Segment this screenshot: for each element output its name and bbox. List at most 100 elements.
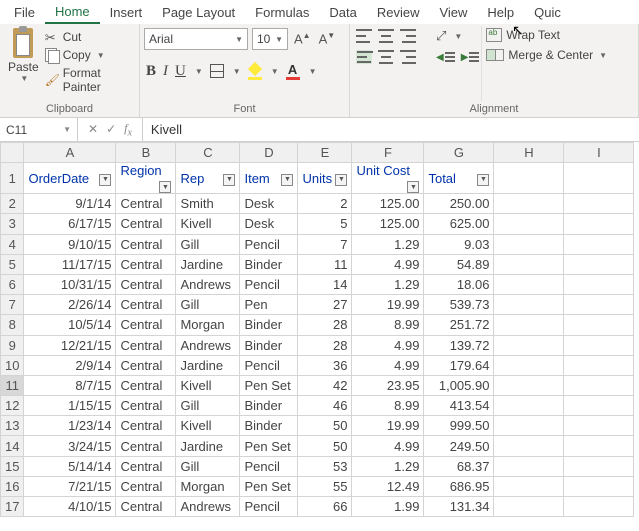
cell[interactable]: 686.95 — [424, 476, 494, 496]
cell[interactable]: Desk — [240, 214, 298, 234]
row-header-13[interactable]: 13 — [1, 416, 24, 436]
cell[interactable]: 1/23/14 — [24, 416, 116, 436]
cell[interactable]: Central — [116, 214, 176, 234]
cell[interactable] — [564, 335, 634, 355]
cell[interactable] — [494, 497, 564, 517]
cell[interactable] — [564, 194, 634, 214]
cell[interactable] — [494, 194, 564, 214]
cell[interactable]: Central — [116, 436, 176, 456]
cell[interactable]: Binder — [240, 396, 298, 416]
cell[interactable]: Pen Set — [240, 375, 298, 395]
cell[interactable] — [494, 234, 564, 254]
cell[interactable]: 625.00 — [424, 214, 494, 234]
font-size-combo[interactable]: 10▼ — [252, 28, 288, 50]
cancel-formula-button[interactable]: ✕ — [88, 122, 98, 136]
col-header-I[interactable]: I — [564, 143, 634, 163]
cell[interactable]: 5 — [298, 214, 352, 234]
cut-button[interactable]: Cut — [45, 30, 133, 44]
cell[interactable]: 66 — [298, 497, 352, 517]
cell[interactable] — [494, 355, 564, 375]
row-header-3[interactable]: 3 — [1, 214, 24, 234]
cell[interactable] — [564, 476, 634, 496]
cell[interactable]: 999.50 — [424, 416, 494, 436]
menu-quic[interactable]: Quic — [524, 2, 571, 23]
cell[interactable]: 4.99 — [352, 355, 424, 375]
cell[interactable]: 8/7/15 — [24, 375, 116, 395]
table-header-cell[interactable]: Rep▼ — [176, 163, 240, 194]
cell[interactable]: 6/17/15 — [24, 214, 116, 234]
paste-dropdown-icon[interactable]: ▼ — [20, 74, 28, 83]
wrap-text-button[interactable]: Wrap Text — [486, 28, 607, 42]
cell[interactable]: 4.99 — [352, 254, 424, 274]
cell[interactable]: 251.72 — [424, 315, 494, 335]
cell[interactable]: Central — [116, 234, 176, 254]
format-painter-button[interactable]: Format Painter — [45, 66, 133, 94]
row-header-10[interactable]: 10 — [1, 355, 24, 375]
cell[interactable] — [564, 396, 634, 416]
filter-button[interactable]: ▼ — [477, 174, 489, 186]
font-name-combo[interactable]: Arial▼ — [144, 28, 248, 50]
cell[interactable]: Binder — [240, 335, 298, 355]
cell[interactable]: 3/24/15 — [24, 436, 116, 456]
cell[interactable] — [564, 295, 634, 315]
cell[interactable]: 1,005.90 — [424, 375, 494, 395]
cell[interactable]: 42 — [298, 375, 352, 395]
cell[interactable]: 413.54 — [424, 396, 494, 416]
cell[interactable]: Central — [116, 375, 176, 395]
menu-home[interactable]: Home — [45, 1, 100, 24]
cell[interactable]: Andrews — [176, 274, 240, 294]
menu-formulas[interactable]: Formulas — [245, 2, 319, 23]
menu-view[interactable]: View — [429, 2, 477, 23]
cell[interactable] — [494, 396, 564, 416]
cell[interactable] — [564, 416, 634, 436]
cell[interactable]: 2/9/14 — [24, 355, 116, 375]
cell[interactable]: Gill — [176, 234, 240, 254]
cell[interactable] — [564, 274, 634, 294]
cell[interactable]: 125.00 — [352, 214, 424, 234]
menu-help[interactable]: Help — [477, 2, 524, 23]
row-header-12[interactable]: 12 — [1, 396, 24, 416]
cell[interactable]: Pencil — [240, 274, 298, 294]
cell[interactable] — [494, 214, 564, 234]
orientation-button[interactable]: ⤢ — [436, 28, 446, 44]
cell[interactable] — [494, 295, 564, 315]
cell[interactable]: 539.73 — [424, 295, 494, 315]
underline-button[interactable]: U — [175, 63, 186, 80]
cell[interactable]: Gill — [176, 456, 240, 476]
row-header-15[interactable]: 15 — [1, 456, 24, 476]
table-header-cell[interactable]: Region▼ — [116, 163, 176, 194]
border-button[interactable] — [210, 64, 224, 78]
cell[interactable] — [564, 254, 634, 274]
row-header-17[interactable]: 17 — [1, 497, 24, 517]
cell[interactable]: Central — [116, 497, 176, 517]
cell[interactable]: Pencil — [240, 497, 298, 517]
menu-data[interactable]: Data — [319, 2, 366, 23]
spreadsheet-grid[interactable]: ABCDEFGHI1OrderDate▼Region▼Rep▼Item▼Unit… — [0, 142, 634, 517]
cell[interactable]: Pen Set — [240, 476, 298, 496]
cell[interactable]: Central — [116, 396, 176, 416]
cell[interactable] — [494, 335, 564, 355]
fontcolor-dropdown-icon[interactable]: ▼ — [309, 67, 317, 76]
copy-dropdown-icon[interactable]: ▼ — [97, 51, 105, 60]
cell[interactable]: Central — [116, 274, 176, 294]
cell[interactable]: Central — [116, 194, 176, 214]
row-header-7[interactable]: 7 — [1, 295, 24, 315]
cell[interactable]: Jardine — [176, 254, 240, 274]
table-header-cell[interactable]: OrderDate▼ — [24, 163, 116, 194]
bold-button[interactable]: B — [146, 63, 156, 80]
cell[interactable]: 7/21/15 — [24, 476, 116, 496]
cell[interactable]: 23.95 — [352, 375, 424, 395]
table-header-cell[interactable]: Units▼ — [298, 163, 352, 194]
cell[interactable]: Desk — [240, 194, 298, 214]
name-box[interactable]: C11▼ — [0, 118, 78, 141]
filter-button[interactable]: ▼ — [99, 174, 111, 186]
filter-button[interactable]: ▼ — [159, 181, 171, 193]
cell[interactable]: Morgan — [176, 315, 240, 335]
insert-function-button[interactable]: fx — [124, 121, 132, 138]
border-dropdown-icon[interactable]: ▼ — [233, 67, 241, 76]
col-header-G[interactable]: G — [424, 143, 494, 163]
cell[interactable]: 10/31/15 — [24, 274, 116, 294]
cell[interactable]: Pencil — [240, 355, 298, 375]
filter-button[interactable]: ▼ — [223, 174, 235, 186]
table-header-cell[interactable]: Unit Cost▼ — [352, 163, 424, 194]
